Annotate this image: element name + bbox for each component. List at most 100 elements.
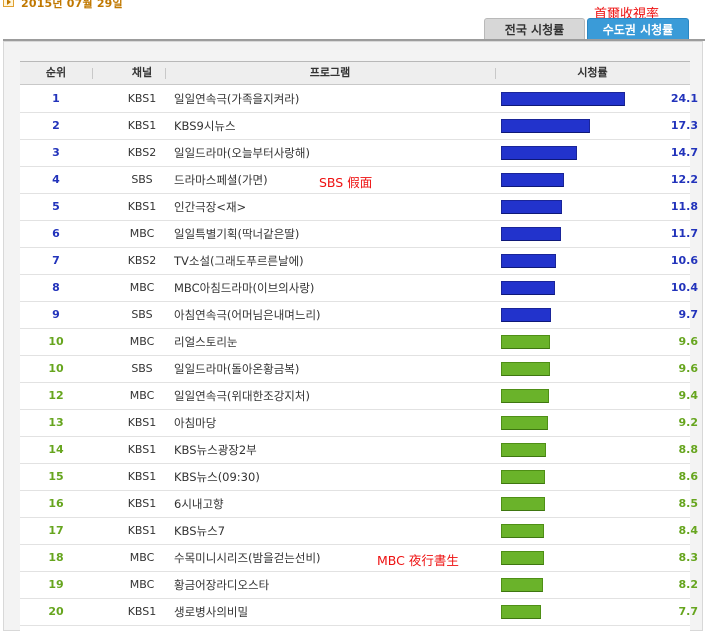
program-cell[interactable]: 일일특별기획(딱너같은딸)	[174, 227, 300, 241]
rating-bar-cell	[501, 113, 651, 139]
rank-cell: 15	[48, 470, 64, 483]
table-row: 9 SBS 아침연속극(어머님은내며느리) 9.7	[20, 302, 698, 329]
program-cell[interactable]: 황금어장라디오스타	[174, 578, 270, 592]
channel-cell: KBS1	[127, 524, 157, 537]
rating-value: 11.8	[670, 200, 698, 213]
program-cell[interactable]: 드라마스페셜(가면)	[174, 173, 268, 187]
rank-cell: 10	[48, 362, 64, 375]
table-row: 8 MBC MBC아침드라마(이브의사랑) 10.4	[20, 275, 698, 302]
rating-bar-cell	[501, 329, 651, 355]
rank-cell: 4	[52, 173, 60, 186]
tab-national-ratings[interactable]: 전국 시청률	[484, 18, 585, 40]
rating-bar-cell	[501, 86, 651, 112]
channel-cell: KBS1	[127, 119, 157, 132]
program-cell[interactable]: KBS뉴스광장2부	[174, 443, 257, 457]
table-row: 3 KBS2 일일드라마(오늘부터사랑해) 14.7	[20, 140, 698, 167]
channel-cell: KBS1	[127, 443, 157, 456]
rating-value: 14.7	[670, 146, 698, 159]
rating-bar	[501, 227, 561, 241]
rating-value: 8.6	[678, 470, 699, 483]
rating-bar-cell	[501, 167, 651, 193]
program-cell[interactable]: 리얼스토리눈	[174, 335, 238, 349]
channel-cell: MBC	[129, 389, 155, 402]
rating-bar-cell	[501, 275, 651, 301]
date-header: 2015년 07월 29일	[0, 0, 400, 14]
rating-bar	[501, 605, 541, 619]
program-cell[interactable]: 수목미니시리즈(밤을걷는선비)	[174, 551, 321, 565]
rating-value: 9.6	[678, 362, 699, 375]
channel-cell: KBS1	[127, 497, 157, 510]
rank-cell: 16	[48, 497, 64, 510]
rating-bar-cell	[501, 194, 651, 220]
program-cell[interactable]: KBS뉴스7	[174, 524, 226, 538]
column-header-channel: 채널	[131, 66, 153, 79]
tab-divider	[3, 39, 705, 41]
rating-bar-cell	[501, 302, 651, 328]
table-row: 18 MBC 수목미니시리즈(밤을걷는선비) MBC 夜行書生 8.3	[20, 545, 698, 572]
table-row: 19 MBC 황금어장라디오스타 8.2	[20, 572, 698, 599]
rating-bar	[501, 146, 577, 160]
rating-value: 8.3	[678, 551, 699, 564]
rank-cell: 7	[52, 254, 60, 267]
program-cell[interactable]: 6시내고향	[174, 497, 224, 511]
rating-bar-cell	[501, 545, 651, 571]
rating-bar	[501, 254, 556, 268]
program-cell[interactable]: 일일연속극(위대한조강지처)	[174, 389, 310, 403]
program-cell[interactable]: 아침마당	[174, 416, 217, 430]
table-header: 순위 채널 프로그램 시청률	[20, 61, 690, 85]
program-cell[interactable]: 아침연속극(어머님은내며느리)	[174, 308, 321, 322]
table-row: 5 KBS1 인간극장<재> 11.8	[20, 194, 698, 221]
rating-value: 10.4	[670, 281, 698, 294]
rating-bar	[501, 335, 550, 349]
rating-value: 12.2	[670, 173, 698, 186]
table-row: 20 KBS1 생로병사의비밀 7.7	[20, 599, 698, 626]
channel-cell: MBC	[129, 281, 155, 294]
program-cell[interactable]: KBS뉴스(09:30)	[174, 470, 260, 484]
rank-cell: 13	[48, 416, 64, 429]
rating-bar	[501, 578, 543, 592]
program-cell[interactable]: TV소설(그래도푸르른날에)	[174, 254, 304, 268]
program-cell[interactable]: 인간극장<재>	[174, 200, 247, 214]
program-cell[interactable]: 일일드라마(돌아온황금복)	[174, 362, 300, 376]
rating-bar-cell	[501, 599, 651, 625]
program-annotation: MBC 夜行書生	[377, 553, 459, 568]
rank-cell: 19	[48, 578, 64, 591]
rating-bar-cell	[501, 518, 651, 544]
rating-bar	[501, 524, 544, 538]
rating-value: 9.6	[678, 335, 699, 348]
tab-capital-ratings[interactable]: 수도권 시청률	[587, 18, 689, 40]
column-header-rank: 순위	[45, 66, 67, 79]
channel-cell: KBS1	[127, 200, 157, 213]
table-row: 2 KBS1 KBS9시뉴스 17.3	[20, 113, 698, 140]
channel-cell: KBS1	[127, 605, 157, 618]
column-header-rating: 시청률	[577, 66, 608, 79]
rank-cell: 8	[52, 281, 60, 294]
rating-bar	[501, 443, 546, 457]
rating-bar-cell	[501, 410, 651, 436]
table-row: 12 MBC 일일연속극(위대한조강지처) 9.4	[20, 383, 698, 410]
program-cell[interactable]: KBS9시뉴스	[174, 119, 236, 133]
rating-value: 8.2	[678, 578, 699, 591]
rating-value: 24.1	[670, 92, 698, 105]
channel-cell: MBC	[129, 551, 155, 564]
rating-bar	[501, 470, 545, 484]
program-annotation: SBS 假面	[319, 175, 373, 190]
rank-cell: 9	[52, 308, 60, 321]
rating-bar	[501, 362, 550, 376]
program-cell[interactable]: 생로병사의비밀	[174, 605, 249, 619]
program-cell[interactable]: MBC아침드라마(이브의사랑)	[174, 281, 315, 295]
rank-cell: 5	[52, 200, 60, 213]
header-separator	[92, 68, 93, 79]
rank-cell: 6	[52, 227, 60, 240]
rank-cell: 12	[48, 389, 64, 402]
table-row: 1 KBS1 일일연속극(가족을지켜라) 24.1	[20, 86, 698, 113]
program-cell[interactable]: 일일연속극(가족을지켜라)	[174, 92, 300, 106]
rating-bar	[501, 416, 548, 430]
table-row: 14 KBS1 KBS뉴스광장2부 8.8	[20, 437, 698, 464]
rank-cell: 14	[48, 443, 64, 456]
channel-cell: SBS	[131, 308, 153, 321]
table-row: 17 KBS1 KBS뉴스7 8.4	[20, 518, 698, 545]
rank-cell: 20	[48, 605, 64, 618]
rating-bar	[501, 389, 549, 403]
program-cell[interactable]: 일일드라마(오늘부터사랑해)	[174, 146, 310, 160]
